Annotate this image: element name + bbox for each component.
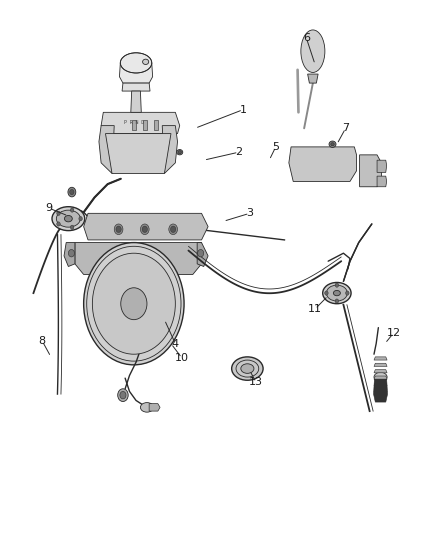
Text: P R N D: P R N D <box>124 120 144 125</box>
Polygon shape <box>153 120 158 130</box>
Ellipse shape <box>333 290 340 296</box>
Polygon shape <box>197 243 208 266</box>
Circle shape <box>120 391 126 399</box>
Ellipse shape <box>57 210 81 227</box>
Circle shape <box>198 249 204 257</box>
Text: 1: 1 <box>240 104 247 115</box>
Polygon shape <box>289 147 357 181</box>
Circle shape <box>71 208 74 212</box>
Polygon shape <box>374 376 387 379</box>
Polygon shape <box>374 382 387 385</box>
Polygon shape <box>132 120 136 130</box>
Circle shape <box>92 253 175 354</box>
Circle shape <box>169 224 177 235</box>
Polygon shape <box>120 63 152 83</box>
Ellipse shape <box>331 143 334 146</box>
Circle shape <box>57 211 60 215</box>
Circle shape <box>170 226 176 232</box>
Ellipse shape <box>323 282 351 304</box>
Polygon shape <box>162 126 177 173</box>
Polygon shape <box>374 364 387 367</box>
Circle shape <box>84 243 184 365</box>
Circle shape <box>325 291 328 295</box>
Ellipse shape <box>301 30 325 72</box>
Polygon shape <box>374 389 387 392</box>
Ellipse shape <box>64 215 72 222</box>
Ellipse shape <box>143 59 149 64</box>
Ellipse shape <box>141 402 153 412</box>
Polygon shape <box>307 74 318 83</box>
Circle shape <box>68 249 74 257</box>
Text: 7: 7 <box>342 123 349 133</box>
Text: 9: 9 <box>45 203 52 213</box>
Text: 3: 3 <box>246 208 253 219</box>
Circle shape <box>71 225 74 229</box>
Polygon shape <box>374 369 387 373</box>
Circle shape <box>335 283 339 287</box>
Ellipse shape <box>329 141 336 148</box>
Circle shape <box>79 216 82 221</box>
Text: 2: 2 <box>235 147 242 157</box>
Ellipse shape <box>374 372 387 382</box>
Circle shape <box>335 299 339 303</box>
Circle shape <box>68 187 76 197</box>
Polygon shape <box>143 120 147 130</box>
Polygon shape <box>84 213 208 240</box>
Polygon shape <box>149 403 160 411</box>
Circle shape <box>142 226 148 232</box>
Circle shape <box>118 389 128 401</box>
Text: 5: 5 <box>272 142 279 152</box>
Circle shape <box>114 224 123 235</box>
Text: 6: 6 <box>303 33 310 43</box>
Polygon shape <box>75 243 201 274</box>
Polygon shape <box>360 155 381 187</box>
Ellipse shape <box>241 364 254 373</box>
Circle shape <box>57 222 60 226</box>
Polygon shape <box>101 112 180 134</box>
Text: 12: 12 <box>387 328 401 338</box>
Ellipse shape <box>178 151 181 154</box>
Ellipse shape <box>326 285 347 301</box>
Polygon shape <box>374 379 388 402</box>
Ellipse shape <box>52 207 85 231</box>
Text: 11: 11 <box>308 304 322 314</box>
Polygon shape <box>374 357 387 360</box>
Circle shape <box>70 189 74 195</box>
Polygon shape <box>377 160 387 172</box>
Polygon shape <box>106 134 171 173</box>
Polygon shape <box>377 176 387 187</box>
Circle shape <box>346 291 349 295</box>
Text: 10: 10 <box>175 353 189 363</box>
Text: 4: 4 <box>172 338 179 349</box>
Circle shape <box>116 226 121 232</box>
Ellipse shape <box>232 357 263 380</box>
Circle shape <box>121 288 147 320</box>
Text: 8: 8 <box>39 336 46 346</box>
Polygon shape <box>122 83 150 91</box>
Circle shape <box>141 224 149 235</box>
Ellipse shape <box>177 150 183 155</box>
Text: 13: 13 <box>249 377 263 387</box>
Polygon shape <box>99 126 114 173</box>
Polygon shape <box>131 91 141 112</box>
Ellipse shape <box>120 53 152 73</box>
Polygon shape <box>64 243 75 266</box>
